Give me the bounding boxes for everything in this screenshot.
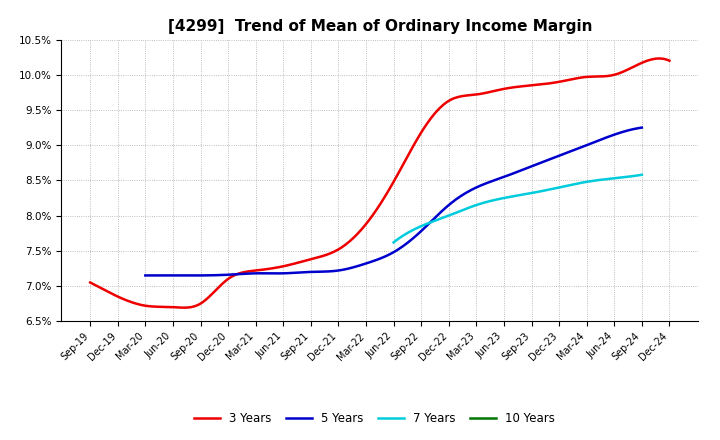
7 Years <box>614 175 623 180</box>
5 Years <box>561 151 570 156</box>
5 Years <box>143 273 151 278</box>
7 Years <box>541 188 550 193</box>
3 Years <box>665 58 674 63</box>
3 Years <box>576 75 585 81</box>
Line: 3 Years: 3 Years <box>90 59 670 308</box>
7 Years <box>637 172 646 177</box>
7 Years <box>390 240 398 245</box>
Legend: 3 Years, 5 Years, 7 Years, 10 Years: 3 Years, 5 Years, 7 Years, 10 Years <box>189 407 559 430</box>
Line: 5 Years: 5 Years <box>145 128 642 275</box>
3 Years <box>613 71 621 77</box>
5 Years <box>637 125 646 130</box>
3 Years <box>86 280 94 285</box>
7 Years <box>390 239 399 244</box>
3 Years <box>431 110 439 116</box>
5 Years <box>141 273 150 278</box>
5 Years <box>446 201 455 206</box>
3 Years <box>179 305 187 310</box>
3 Years <box>655 56 664 61</box>
5 Years <box>593 139 601 144</box>
3 Years <box>88 281 96 286</box>
5 Years <box>438 208 447 213</box>
3 Years <box>433 108 441 114</box>
7 Years <box>537 188 546 194</box>
Line: 7 Years: 7 Years <box>394 175 642 242</box>
5 Years <box>184 273 193 278</box>
Title: [4299]  Trend of Mean of Ordinary Income Margin: [4299] Trend of Mean of Ordinary Income … <box>168 19 592 34</box>
7 Years <box>536 189 545 194</box>
7 Years <box>598 177 607 182</box>
3 Years <box>442 99 451 105</box>
5 Years <box>436 209 445 215</box>
